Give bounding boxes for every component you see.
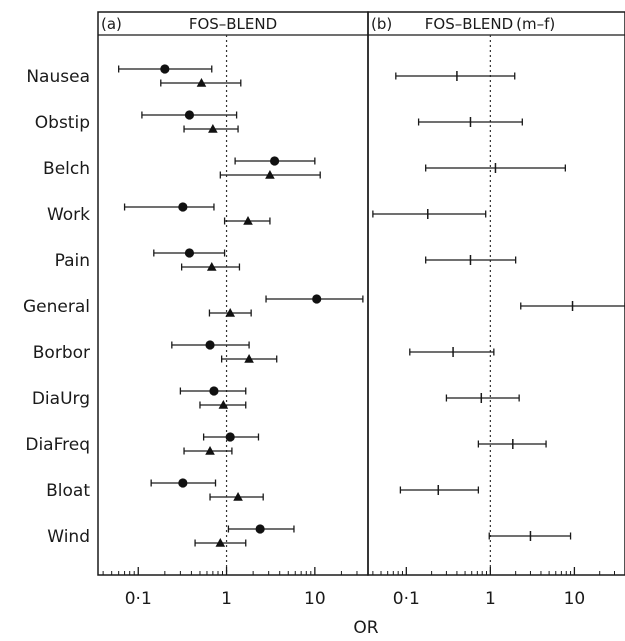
x-axis-title: OR — [353, 618, 378, 638]
panel-b-x-axis: 0·1 1 10 — [372, 567, 625, 609]
panel-a-marks — [118, 64, 364, 547]
panel-a-belch-circle-point — [269, 156, 280, 166]
panel-a-diafreq-triangle-point — [205, 446, 215, 455]
panel-a-tick-label: 10 — [304, 589, 326, 609]
row-label-bloat: Bloat — [46, 481, 90, 501]
panel-b-title: FOS–BLEND (m–f) — [425, 15, 555, 33]
panel-a-bloat-triangle-point — [233, 492, 243, 501]
row-label-nausea: Nausea — [26, 67, 90, 87]
panel-b-frame — [367, 11, 625, 576]
panel-a-borbor-circle-point — [205, 340, 215, 350]
panel-b-marks — [372, 71, 625, 541]
row-label-diaurg: DiaUrg — [32, 389, 90, 409]
row-label-pain: Pain — [55, 251, 90, 271]
panel-a-title: FOS–BLEND — [189, 15, 277, 33]
panel-a-work-triangle-point — [243, 216, 253, 225]
row-labels: Nausea Obstip Belch Work Pain General Borbor Di… — [23, 67, 90, 547]
panel-b-tick-label: 0·1 — [393, 589, 420, 609]
panel-a-wind-triangle-point — [215, 538, 226, 547]
panel-a: (a) FOS–BLEND 0·1 1 10 — [97, 11, 369, 609]
row-label-diafreq: DiaFreq — [25, 435, 90, 455]
panel-a-general-triangle-point — [225, 308, 236, 317]
row-label-belch: Belch — [43, 159, 90, 179]
panel-a-pain-triangle-point — [206, 262, 217, 271]
panel-a-general-circle-point — [312, 294, 322, 304]
row-label-borbor: Borbor — [33, 343, 90, 363]
panel-b-tick-label: 10 — [564, 589, 586, 609]
panel-a-wind-circle-point — [255, 524, 265, 534]
panel-a-pain-circle-point — [184, 248, 195, 258]
panel-b: (b) FOS–BLEND (m–f) 0·1 1 10 — [367, 11, 625, 609]
row-label-wind: Wind — [47, 527, 90, 547]
panel-a-diafreq-circle-point — [225, 432, 235, 442]
row-label-obstip: Obstip — [35, 113, 90, 133]
panel-a-x-axis: 0·1 1 10 — [102, 567, 369, 609]
panel-a-obstip-circle-point — [184, 110, 195, 120]
panel-a-tick-label: 0·1 — [125, 589, 152, 609]
panel-b-tick-label: 1 — [485, 589, 496, 609]
panel-a-nausea-triangle-point — [196, 78, 207, 87]
panel-a-frame — [97, 11, 369, 576]
panel-a-work-circle-point — [178, 202, 188, 212]
panel-a-belch-triangle-point — [265, 170, 275, 179]
panel-a-nausea-circle-point — [160, 64, 170, 74]
panel-a-bloat-circle-point — [178, 478, 188, 488]
panel-a-borbor-triangle-point — [244, 354, 254, 363]
panel-a-diaurg-triangle-point — [218, 400, 229, 409]
panel-b-label: (b) — [371, 15, 392, 33]
row-label-work: Work — [47, 205, 90, 225]
panel-a-label: (a) — [101, 15, 122, 33]
panel-a-obstip-triangle-point — [208, 124, 218, 133]
row-label-general: General — [23, 297, 90, 317]
panel-a-diaurg-circle-point — [209, 386, 219, 396]
panel-a-tick-label: 1 — [221, 589, 232, 609]
